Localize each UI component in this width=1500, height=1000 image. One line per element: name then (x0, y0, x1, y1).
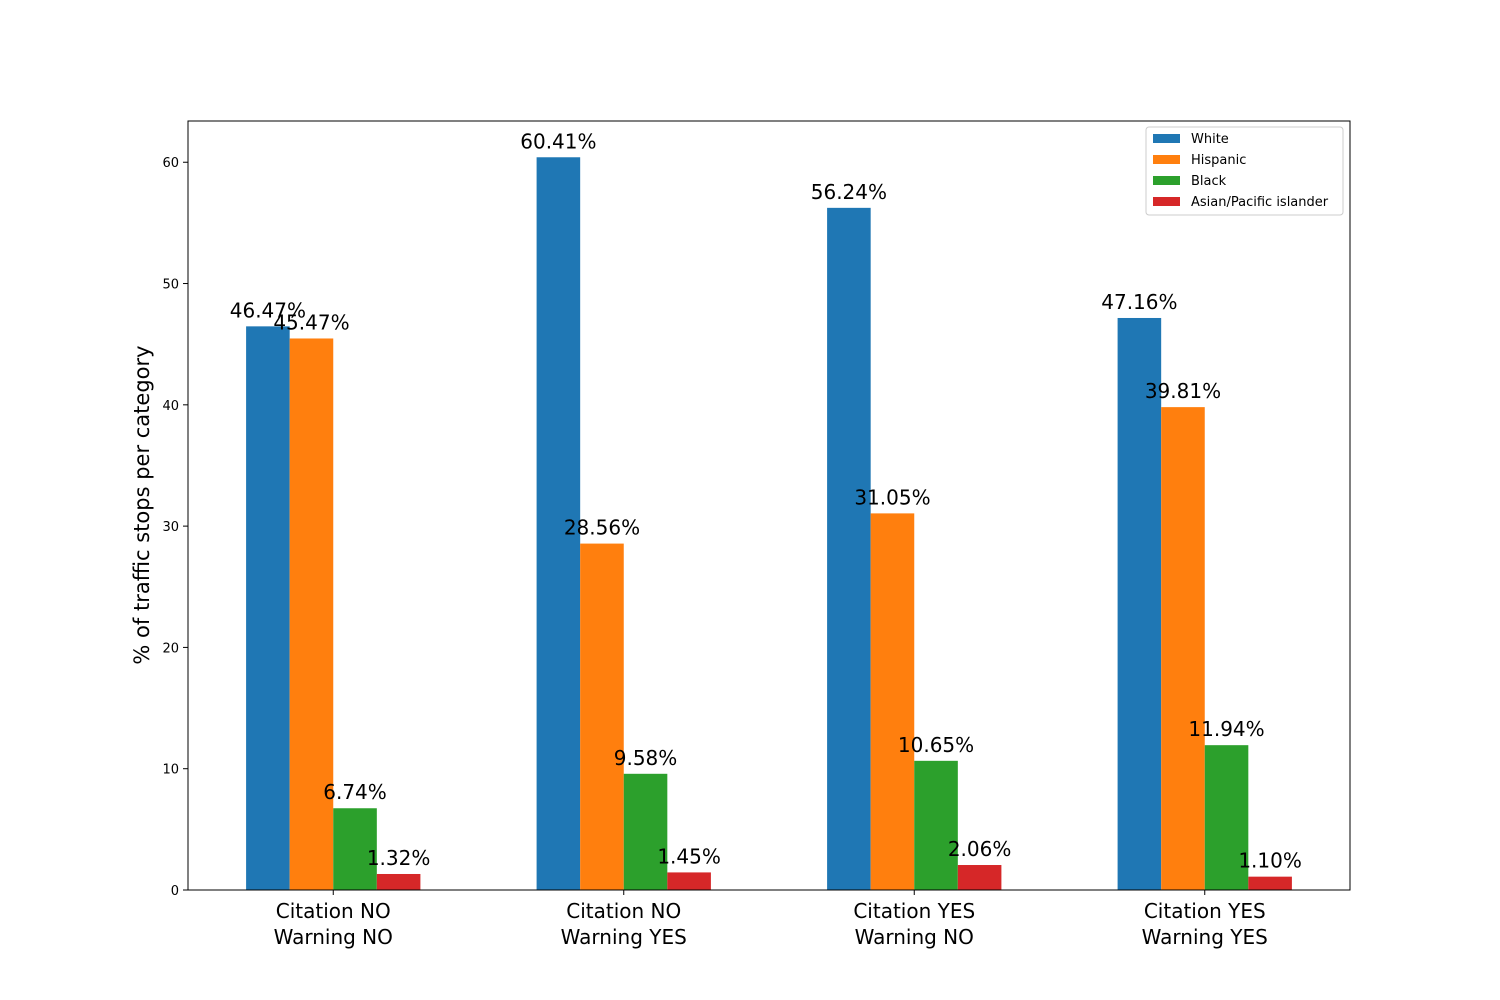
legend-entry: White (1191, 132, 1229, 147)
bar-white-0 (246, 326, 290, 890)
legend-swatch (1153, 176, 1180, 185)
legend-entry: Hispanic (1191, 153, 1246, 168)
bar-asian-pacific-islander-3 (1248, 876, 1292, 890)
y-tick-label: 40 (162, 399, 179, 414)
bar-white-1 (536, 157, 581, 890)
legend-entry: Asian/Pacific islander (1191, 195, 1329, 210)
bar-hispanic-3 (1161, 407, 1205, 890)
x-tick-label: Citation YES (853, 899, 975, 923)
data-label: 9.58% (614, 746, 678, 770)
bar-hispanic-2 (870, 513, 915, 890)
legend-swatch (1153, 197, 1180, 206)
data-label: 1.45% (657, 844, 721, 868)
bar-asian-pacific-islander-0 (376, 873, 421, 890)
data-labels-layer: 46.47%45.47% 6.74% 1.32% 60.41% 28.56% 9.58% 1… (230, 129, 1302, 872)
data-label: 45.47% (273, 310, 349, 334)
x-tick-label: Warning NO (855, 925, 974, 949)
y-tick-label: 10 (162, 763, 179, 778)
data-label: 56.24% (811, 180, 887, 204)
data-label: 28.56% (564, 516, 640, 540)
legend-box (1145, 126, 1344, 216)
x-tick-label: Warning NO (274, 925, 393, 949)
y-tick-label: 60 (162, 156, 179, 171)
data-label: 46.47% (230, 298, 306, 322)
data-label: 39.81% (1145, 379, 1221, 403)
x-tick-label: Warning YES (561, 925, 687, 949)
x-tick-label: Citation NO (276, 899, 391, 923)
x-tick-label: Warning YES (1142, 925, 1268, 949)
bar-black-1 (623, 773, 668, 890)
data-label: 11.94% (1188, 717, 1264, 741)
bar-black-2 (914, 760, 958, 890)
bar-asian-pacific-islander-2 (957, 865, 1002, 890)
y-tick-label: 50 (162, 278, 179, 293)
x-tick-label: Citation YES (1144, 899, 1266, 923)
data-label: 10.65% (898, 733, 974, 757)
legend-swatch (1153, 134, 1180, 143)
data-label: 1.32% (367, 846, 431, 870)
data-label: 60.41% (520, 129, 596, 153)
y-tick-label: 20 (162, 641, 179, 656)
bar-black-3 (1204, 745, 1249, 890)
bar-asian-pacific-islander-1 (667, 872, 711, 890)
legend: White Hispanic Black Asian/Pacific islander (1145, 126, 1344, 216)
y-tick-label: 0 (171, 884, 179, 899)
bar-white-2 (827, 207, 871, 890)
bar-white-3 (1117, 317, 1162, 890)
bar-hispanic-0 (289, 338, 334, 891)
data-label: 2.06% (948, 837, 1012, 861)
x-tick-label: Citation NO (566, 899, 681, 923)
y-tick-label: 30 (162, 520, 179, 535)
data-label: 47.16% (1101, 290, 1177, 314)
plot-frame (187, 120, 1351, 891)
legend-swatch (1153, 155, 1180, 164)
data-label: 1.10% (1238, 849, 1302, 873)
data-label: 31.05% (854, 485, 930, 509)
y-axis-title: % of traffic stops per category (130, 345, 154, 664)
bars-layer (246, 157, 1292, 891)
data-label: 6.74% (323, 780, 387, 804)
bar-hispanic-1 (580, 543, 624, 890)
bar-black-0 (333, 808, 377, 890)
legend-entry: Black (1191, 174, 1227, 189)
